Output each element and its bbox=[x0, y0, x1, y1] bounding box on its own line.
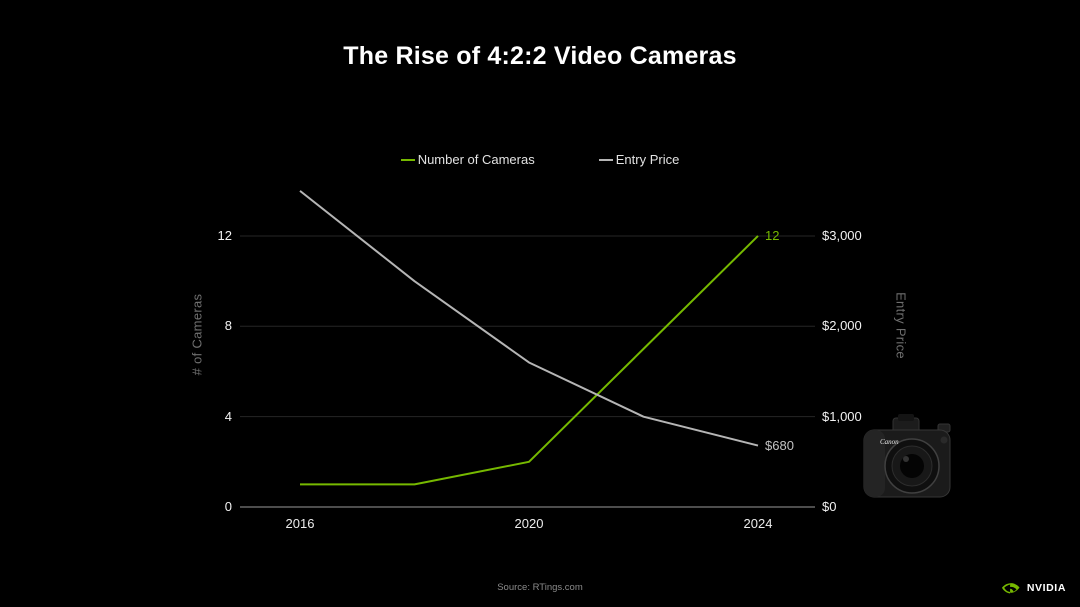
left-axis-tick: 12 bbox=[217, 227, 232, 243]
green-line-end-value: 12 bbox=[765, 227, 780, 243]
left-axis-tick: 8 bbox=[224, 318, 232, 334]
nvidia-eye-icon bbox=[1001, 583, 1020, 594]
chart-legend: Number of Cameras Entry Price bbox=[0, 152, 1080, 167]
chart-plot-area bbox=[240, 190, 815, 508]
legend-item-entry-price: Entry Price bbox=[598, 152, 680, 167]
legend-label: Entry Price bbox=[615, 152, 680, 167]
left-axis-tick: 4 bbox=[224, 408, 232, 424]
camera-image: Canon bbox=[863, 414, 951, 498]
x-axis-tick: 2020 bbox=[514, 516, 544, 531]
source-credit: Source: RTings.com bbox=[497, 582, 583, 593]
gray-line-end-value: $680 bbox=[765, 437, 794, 453]
right-axis-tick: $3,000 bbox=[822, 228, 862, 244]
legend-item-number-of-cameras: Number of Cameras bbox=[400, 152, 535, 167]
left-axis-title: # of Cameras bbox=[189, 293, 205, 376]
nvidia-logo: NVIDIA bbox=[1001, 580, 1066, 595]
x-axis-tick: 2024 bbox=[743, 516, 773, 531]
legend-label: Number of Cameras bbox=[417, 152, 535, 167]
x-axis-tick: 2016 bbox=[285, 516, 315, 531]
right-axis-tick: $1,000 bbox=[822, 408, 862, 424]
right-axis-title: Entry Price bbox=[893, 292, 909, 359]
green-line-swatch-icon bbox=[400, 158, 415, 161]
right-axis-tick: $0 bbox=[822, 499, 837, 514]
page-title: The Rise of 4:2:2 Video Cameras bbox=[343, 42, 737, 70]
nvidia-wordmark: NVIDIA bbox=[1026, 581, 1066, 594]
right-axis-tick: $2,000 bbox=[822, 318, 862, 334]
gray-line-swatch-icon bbox=[598, 158, 613, 161]
left-axis-tick: 0 bbox=[224, 499, 232, 514]
camera-brand-label: Canon bbox=[880, 438, 899, 446]
